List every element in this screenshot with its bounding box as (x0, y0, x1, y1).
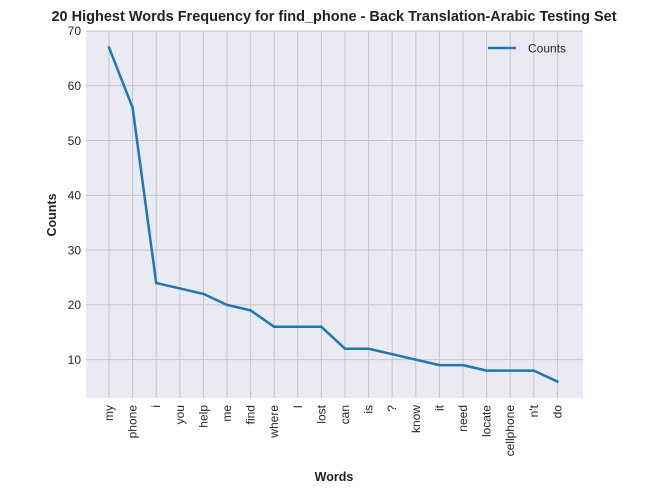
x-tick-label: I (291, 405, 305, 408)
data-point (391, 352, 394, 356)
x-tick-label: n't (527, 404, 541, 417)
x-tick-label: you (173, 405, 187, 424)
data-point (367, 347, 370, 350)
x-tick-label: my (102, 405, 116, 421)
x-tick-label: do (550, 405, 564, 419)
data-point (485, 369, 488, 372)
data-point (556, 380, 559, 383)
data-point (414, 358, 417, 361)
x-tick-label: i (149, 405, 163, 408)
x-tick-label: phone (126, 405, 140, 439)
y-tick-label: 10 (68, 353, 82, 367)
x-tick-label: know (409, 405, 423, 433)
y-tick-label: 40 (68, 189, 82, 203)
data-point (320, 325, 323, 328)
data-point (509, 369, 512, 372)
x-tick-label: it (432, 404, 446, 411)
x-tick-label: locate (480, 405, 494, 437)
x-tick-label: where (267, 405, 281, 439)
x-tick-label: can (338, 405, 352, 424)
x-tick-label: help (196, 405, 210, 428)
data-point (343, 347, 347, 350)
series-line-counts (107, 46, 559, 383)
x-tick-label: me (220, 405, 234, 422)
x-tick-label: need (456, 405, 470, 432)
grid-lines (86, 30, 583, 398)
y-axis-label: Counts (45, 193, 59, 236)
data-point (131, 106, 134, 109)
legend: Counts (488, 42, 566, 56)
data-point (225, 303, 229, 307)
data-point (107, 46, 111, 49)
y-tick-label: 20 (68, 298, 82, 312)
data-point (202, 292, 205, 296)
data-point (178, 287, 181, 290)
data-point (532, 369, 535, 372)
data-point (249, 309, 252, 312)
data-point (296, 325, 299, 328)
series-layer (107, 46, 559, 383)
y-tick-label: 30 (68, 243, 82, 257)
x-tick-label: is (362, 405, 376, 414)
legend-label-counts: Counts (528, 42, 566, 56)
x-tick-label: ? (385, 405, 399, 412)
data-point (438, 363, 441, 367)
x-axis-label: Words (315, 470, 354, 484)
plot-area (86, 31, 583, 398)
y-tick-label: 50 (68, 134, 82, 148)
data-point (155, 281, 158, 285)
y-tick-label: 70 (68, 24, 82, 38)
data-point (273, 325, 276, 328)
x-tick-label: cellphone (503, 405, 517, 457)
data-point (461, 363, 465, 367)
y-tick-labels: 10 20 30 40 50 60 70 (68, 24, 82, 367)
y-tick-label: 60 (68, 79, 82, 93)
chart-title: 20 Highest Words Frequency for find_phon… (51, 9, 616, 25)
x-tick-label: find (244, 405, 258, 424)
x-tick-label: lost (314, 404, 328, 423)
